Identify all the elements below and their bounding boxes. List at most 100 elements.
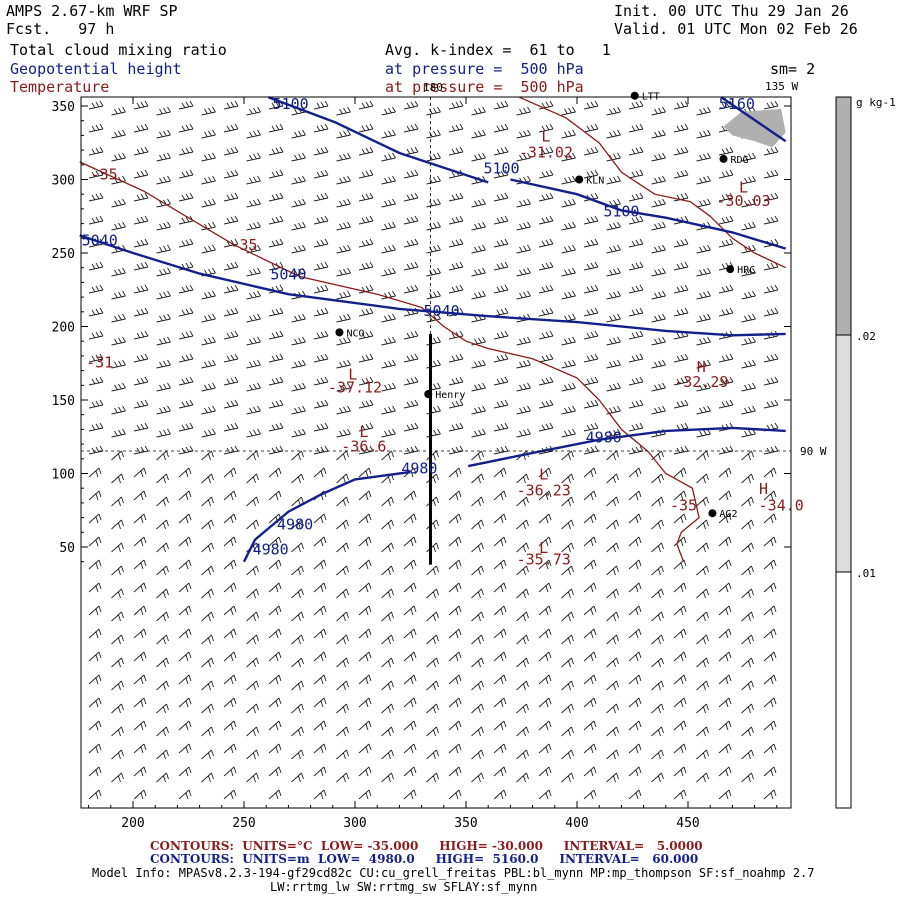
- height-contour-5: [467, 426, 786, 468]
- plot-frame: [80, 96, 792, 809]
- axis-ticks: 200 250 300 350 400 450 350 300 250 200 150 100 50: [52, 97, 791, 831]
- colorbar-band-middle: [835, 334, 852, 573]
- temperature-label: L: [541, 127, 550, 145]
- field-temp-label: Temperature: [10, 78, 110, 96]
- y-tick-label: 100: [52, 468, 75, 483]
- pressure-level-height: at pressure = 500 hPa: [385, 60, 584, 78]
- temperature-label: -30.03: [716, 192, 770, 210]
- temperature-label: -35.73: [517, 551, 571, 569]
- station-marker: [424, 390, 433, 399]
- station-label: Henry: [435, 390, 465, 401]
- temperature-label: -35: [91, 166, 118, 184]
- temperature-label: L: [539, 539, 548, 557]
- height-label: 5040: [270, 265, 306, 283]
- height-label: 5100: [483, 160, 519, 178]
- temperature-label: -36.23: [517, 482, 571, 500]
- y-tick-label: 300: [52, 174, 75, 189]
- temperature-label: H: [697, 358, 706, 376]
- field-height-label: Geopotential height: [10, 60, 182, 78]
- height-label: 5160: [719, 95, 755, 113]
- temperature-label: L: [359, 423, 368, 441]
- contour-labels: 5100 5160 5100 5100 5040 5040 5040 4980 4980 4980…: [82, 95, 804, 569]
- colorbar-band-upper: [835, 96, 852, 336]
- x-tick-label: 450: [676, 816, 699, 831]
- temperature-label: L: [539, 465, 548, 483]
- height-contours: [79, 96, 787, 563]
- colorbar-level-01: .01: [856, 567, 876, 580]
- height-contour-1: [267, 96, 489, 184]
- x-tick-label: 200: [121, 816, 144, 831]
- smoothing-label: sm= 2: [770, 60, 816, 78]
- wind-barb-field: [88, 100, 779, 800]
- colorbar-level-02: .02: [856, 330, 876, 343]
- temperature-label: -32.29: [674, 373, 728, 391]
- cloud-field: [723, 108, 786, 148]
- temperature-label: -31: [86, 354, 113, 372]
- temperature-label: -35: [230, 236, 257, 254]
- colorbar-band-lower: [835, 571, 852, 809]
- station-marker: [708, 509, 717, 518]
- height-contour-info: CONTOURS: UNITS=m LOW= 4980.0 HIGH= 5160…: [150, 852, 699, 866]
- station-label: HRC: [737, 265, 755, 276]
- pressure-level-temp: at pressure = 500 hPa: [385, 78, 584, 96]
- field-cloud-label: Total cloud mixing ratio: [10, 41, 227, 59]
- station-label: RDG: [731, 155, 749, 166]
- temperature-contours: [79, 96, 786, 562]
- height-label: 4980: [277, 515, 313, 533]
- temperature-label: -34.0: [759, 496, 804, 514]
- x-tick-label: 400: [565, 816, 588, 831]
- init-time: Init. 00 UTC Thu 29 Jan 26: [614, 2, 849, 20]
- station-label: KLN: [586, 176, 604, 187]
- temperature-contour-0: [79, 161, 700, 562]
- wind-barbs: [88, 100, 779, 800]
- height-contour-0: [720, 96, 787, 143]
- colorbar: g kg-1 .02 .01: [835, 96, 896, 809]
- station-marker: [719, 154, 728, 163]
- temperature-label: -37.12: [328, 379, 382, 397]
- lon-label-135w: 135 W: [765, 80, 798, 93]
- model-title: AMPS 2.67-km WRF SP: [6, 2, 178, 20]
- station-marker: [630, 91, 639, 100]
- temperature-label: L: [739, 179, 748, 197]
- x-tick-label: 300: [343, 816, 366, 831]
- cross-section-line: [81, 97, 791, 565]
- model-info-line1: Model Info: MPASv8.2.3-194-gf29cd82c CU:…: [92, 866, 815, 880]
- temperature-label: -35: [670, 496, 697, 514]
- height-label: 5040: [424, 302, 460, 320]
- station-label: AG2: [719, 509, 737, 520]
- height-label: 4980: [401, 460, 437, 478]
- lon-label-180: 180: [423, 81, 443, 94]
- colorbar-unit: g kg-1: [856, 96, 896, 109]
- y-tick-label: 50: [59, 541, 75, 556]
- temperature-contour-1: [519, 96, 786, 269]
- height-label: 5040: [82, 232, 118, 250]
- temperature-label: L: [348, 365, 357, 383]
- height-contour-3: [79, 234, 786, 337]
- height-label: 5100: [273, 95, 309, 113]
- height-label: 4980: [586, 429, 622, 447]
- height-contour-4: [242, 470, 411, 563]
- height-label: 4980: [253, 540, 289, 558]
- station-label: NCO: [346, 328, 364, 339]
- lon-label-90w: 90 W: [800, 445, 827, 458]
- forecast-hour: Fcst. 97 h: [6, 20, 115, 38]
- height-contour-2: [510, 178, 787, 250]
- y-tick-label: 150: [52, 394, 75, 409]
- k-index-range: Avg. k-index = 61 to 1: [385, 41, 611, 59]
- y-tick-label: 200: [52, 321, 75, 336]
- temperature-label: H: [759, 480, 768, 498]
- y-tick-label: 250: [52, 247, 75, 262]
- y-tick-label: 350: [52, 100, 75, 115]
- model-info-line2: LW:rrtmg_lw SW:rrtmg_sw SFLAY:sf_mynn: [270, 880, 538, 894]
- cloud-patch: [723, 108, 786, 148]
- valid-time: Valid. 01 UTC Mon 02 Feb 26: [614, 20, 858, 38]
- temperature-label: -31.02: [519, 143, 573, 161]
- temperature-label: -36.6: [341, 437, 386, 455]
- station-marker: [335, 328, 344, 337]
- x-tick-label: 250: [232, 816, 255, 831]
- station-marker: [726, 265, 735, 274]
- height-label: 5100: [603, 202, 639, 220]
- station-marker: [575, 175, 584, 184]
- x-tick-label: 350: [454, 816, 477, 831]
